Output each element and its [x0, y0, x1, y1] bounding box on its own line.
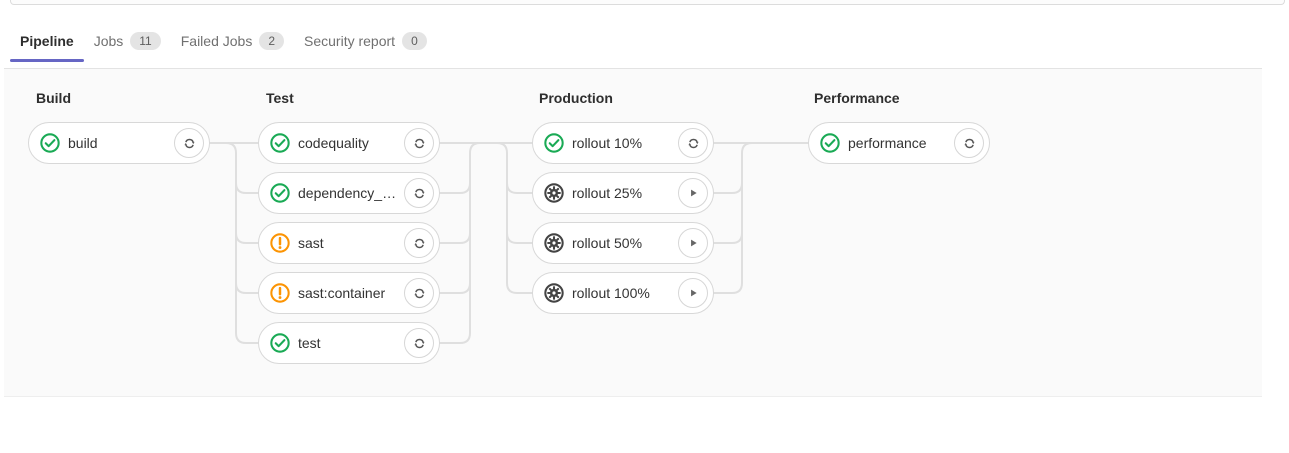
retry-button[interactable] — [404, 178, 434, 208]
job-node-rollout-25[interactable]: rollout 25% — [532, 172, 714, 214]
tab-pipeline[interactable]: Pipeline — [10, 30, 84, 62]
job-name: codequality — [298, 135, 369, 151]
job-node-rollout-100[interactable]: rollout 100% — [532, 272, 714, 314]
success-status-icon — [269, 332, 291, 354]
job-name: sast:container — [298, 285, 386, 301]
job-name: performance — [848, 135, 927, 151]
success-status-icon — [269, 182, 291, 204]
job-node-sast[interactable]: sast — [258, 222, 440, 264]
cutoff-panel-bottom-edge — [10, 0, 1285, 5]
tab-jobs-label: Jobs — [93, 33, 124, 49]
job-name: rollout 10% — [572, 135, 643, 151]
tab-failed-jobs[interactable]: Failed Jobs 2 — [171, 30, 294, 52]
job-node-build[interactable]: build — [28, 122, 210, 164]
failed-jobs-count-badge: 2 — [259, 32, 285, 50]
tab-security-report[interactable]: Security report 0 — [294, 30, 437, 52]
success-status-icon — [543, 132, 565, 154]
job-node-codequality[interactable]: codequality — [258, 122, 440, 164]
job-name: rollout 100% — [572, 285, 650, 301]
manual-status-icon — [543, 182, 565, 204]
pipeline-tabs: Pipeline Jobs 11 Failed Jobs 2 Security … — [10, 30, 437, 62]
tab-failed-jobs-label: Failed Jobs — [180, 33, 253, 49]
retry-button[interactable] — [954, 128, 984, 158]
warning-status-icon — [269, 232, 291, 254]
security-report-count-badge: 0 — [402, 32, 427, 50]
job-node-sast-container[interactable]: sast:container — [258, 272, 440, 314]
job-node-dependency-scanning[interactable]: dependency_s... — [258, 172, 440, 214]
job-node-performance[interactable]: performance — [808, 122, 990, 164]
jobs-count-badge: 11 — [130, 32, 161, 50]
stage-header-build: Build — [36, 90, 71, 106]
job-node-rollout-10[interactable]: rollout 10% — [532, 122, 714, 164]
success-status-icon — [819, 132, 841, 154]
play-button[interactable] — [678, 228, 708, 258]
retry-button[interactable] — [174, 128, 204, 158]
job-name: test — [298, 335, 321, 351]
tab-security-report-label: Security report — [304, 33, 396, 49]
retry-button[interactable] — [404, 278, 434, 308]
retry-button[interactable] — [404, 228, 434, 258]
manual-status-icon — [543, 232, 565, 254]
job-node-rollout-50[interactable]: rollout 50% — [532, 222, 714, 264]
job-name: rollout 50% — [572, 235, 643, 251]
pipeline-connector-lines — [209, 142, 809, 344]
success-status-icon — [39, 132, 61, 154]
job-name: rollout 25% — [572, 185, 643, 201]
job-name: dependency_s... — [298, 185, 400, 201]
job-name: build — [68, 135, 98, 151]
retry-button[interactable] — [404, 328, 434, 358]
play-button[interactable] — [678, 278, 708, 308]
job-node-test[interactable]: test — [258, 322, 440, 364]
pipeline-graph-panel: Build Test Production Performance build … — [4, 68, 1262, 397]
warning-status-icon — [269, 282, 291, 304]
stage-header-performance: Performance — [814, 90, 900, 106]
stage-header-test: Test — [266, 90, 294, 106]
play-button[interactable] — [678, 178, 708, 208]
tab-pipeline-label: Pipeline — [20, 33, 74, 49]
success-status-icon — [269, 132, 291, 154]
retry-button[interactable] — [678, 128, 708, 158]
stage-header-production: Production — [539, 90, 613, 106]
tab-jobs[interactable]: Jobs 11 — [84, 30, 171, 52]
job-name: sast — [298, 235, 324, 251]
retry-button[interactable] — [404, 128, 434, 158]
manual-status-icon — [543, 282, 565, 304]
